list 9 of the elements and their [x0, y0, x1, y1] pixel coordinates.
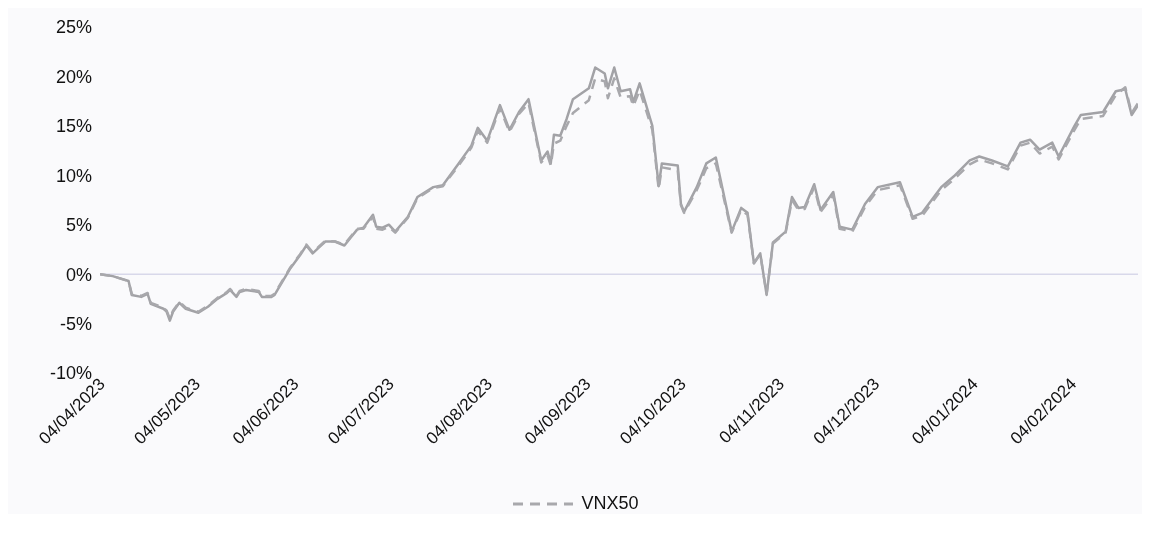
y-tick-label: 10%	[55, 165, 92, 186]
y-tick-label: 25%	[55, 17, 92, 38]
y-tick-label: 5%	[65, 215, 92, 236]
y-tick-label: 15%	[55, 116, 92, 137]
y-tick-label: -10%	[49, 363, 92, 384]
y-tick-label: 0%	[65, 264, 92, 285]
y-tick-label: -5%	[59, 313, 92, 334]
y-tick-label: 20%	[55, 66, 92, 87]
legend-label: VNX50	[581, 493, 639, 514]
